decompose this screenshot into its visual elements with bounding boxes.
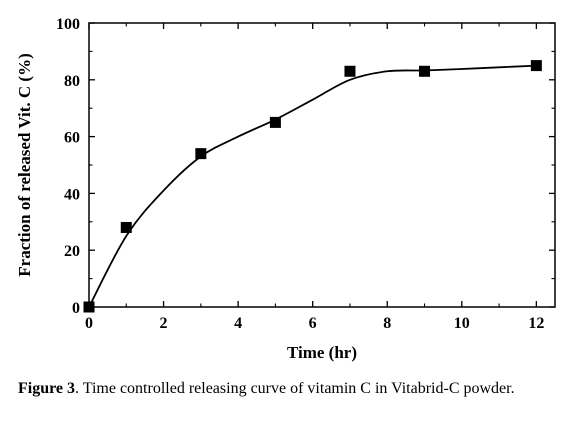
x-axis-label: Time (hr): [287, 343, 357, 362]
data-point-marker: [269, 116, 281, 128]
x-tick-label: 0: [85, 315, 93, 332]
x-tick-label: 2: [160, 315, 168, 332]
release-curve-chart: 0 2 4 6 8 10 12 0 20 40 60 80 100 Time (hr) Fraction…: [15, 16, 556, 362]
caption-text: . Time controlled releasing curve of vit…: [75, 380, 515, 397]
x-tick-label: 4: [234, 315, 242, 332]
tick-labels: 0 2 4 6 8 10 12 0 20 40 60 80 100: [56, 16, 544, 332]
axis-ticks: [88, 22, 555, 308]
plot-frame: [88, 22, 556, 308]
caption-label: Figure 3: [18, 380, 76, 397]
y-axis-label: Fraction of released Vit. C (%): [15, 53, 34, 276]
data-point-marker: [530, 60, 542, 72]
x-tick-label: 8: [383, 315, 391, 332]
figure-caption: Figure 3. Time controlled releasing curv…: [18, 378, 578, 400]
x-tick-label: 6: [309, 315, 317, 332]
y-tick-label: 0: [72, 300, 80, 317]
data-point-marker: [419, 65, 431, 77]
data-point-marker: [195, 148, 207, 160]
y-tick-label: 100: [56, 16, 80, 33]
y-tick-label: 20: [64, 243, 80, 260]
fit-curve-line: [88, 64, 537, 308]
x-tick-label: 10: [454, 315, 470, 332]
y-tick-label: 80: [64, 73, 80, 90]
x-tick-label: 12: [528, 315, 544, 332]
data-point-marker: [120, 221, 132, 233]
data-point-marker: [344, 65, 356, 77]
y-tick-label: 60: [64, 130, 80, 147]
data-markers: [83, 60, 542, 313]
y-tick-label: 40: [64, 186, 80, 203]
